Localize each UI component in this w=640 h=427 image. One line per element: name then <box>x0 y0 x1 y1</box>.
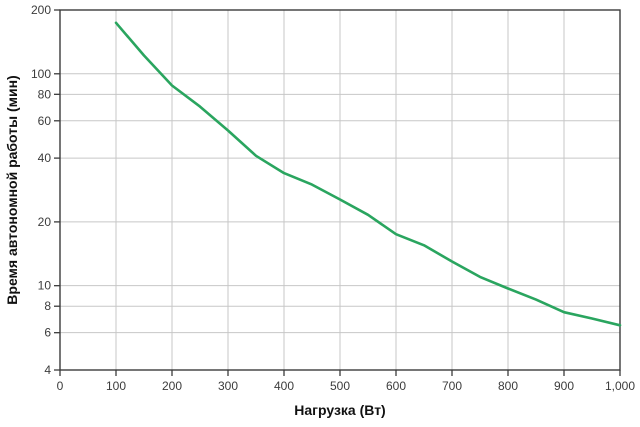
y-tick-label: 100 <box>31 67 51 81</box>
x-tick-label: 700 <box>442 379 462 393</box>
y-tick-label: 200 <box>31 3 51 17</box>
y-tick-label: 8 <box>44 299 51 313</box>
y-tick-label: 60 <box>38 114 52 128</box>
x-tick-label: 500 <box>330 379 350 393</box>
runtime-curve <box>114 21 622 327</box>
y-tick-label: 6 <box>44 326 51 340</box>
y-tick-label: 40 <box>38 151 52 165</box>
tick-labels-layer: 0 100 200 300 400 500 600 700 800 900 1,000 200 100 8… <box>31 3 635 393</box>
x-tick-label: 0 <box>57 379 64 393</box>
x-tick-label: 200 <box>162 379 182 393</box>
y-tick-label: 10 <box>38 279 52 293</box>
y-tick-label: 80 <box>38 87 52 101</box>
x-tick-label: 400 <box>274 379 294 393</box>
x-tick-label: 900 <box>554 379 574 393</box>
grid-layer <box>60 10 620 370</box>
y-tick-label: 4 <box>44 363 51 377</box>
x-tick-label: 300 <box>218 379 238 393</box>
tick-marks-layer <box>54 9 621 376</box>
x-tick-label: 100 <box>106 379 126 393</box>
x-tick-label: 800 <box>498 379 518 393</box>
y-axis-title: Время автономной работы (мин) <box>4 75 20 304</box>
runtime-curve-layer <box>114 21 622 327</box>
x-tick-label: 1,000 <box>605 379 635 393</box>
x-tick-label: 600 <box>386 379 406 393</box>
y-tick-label: 20 <box>38 215 52 229</box>
x-axis-title: Нагрузка (Вт) <box>294 402 385 418</box>
